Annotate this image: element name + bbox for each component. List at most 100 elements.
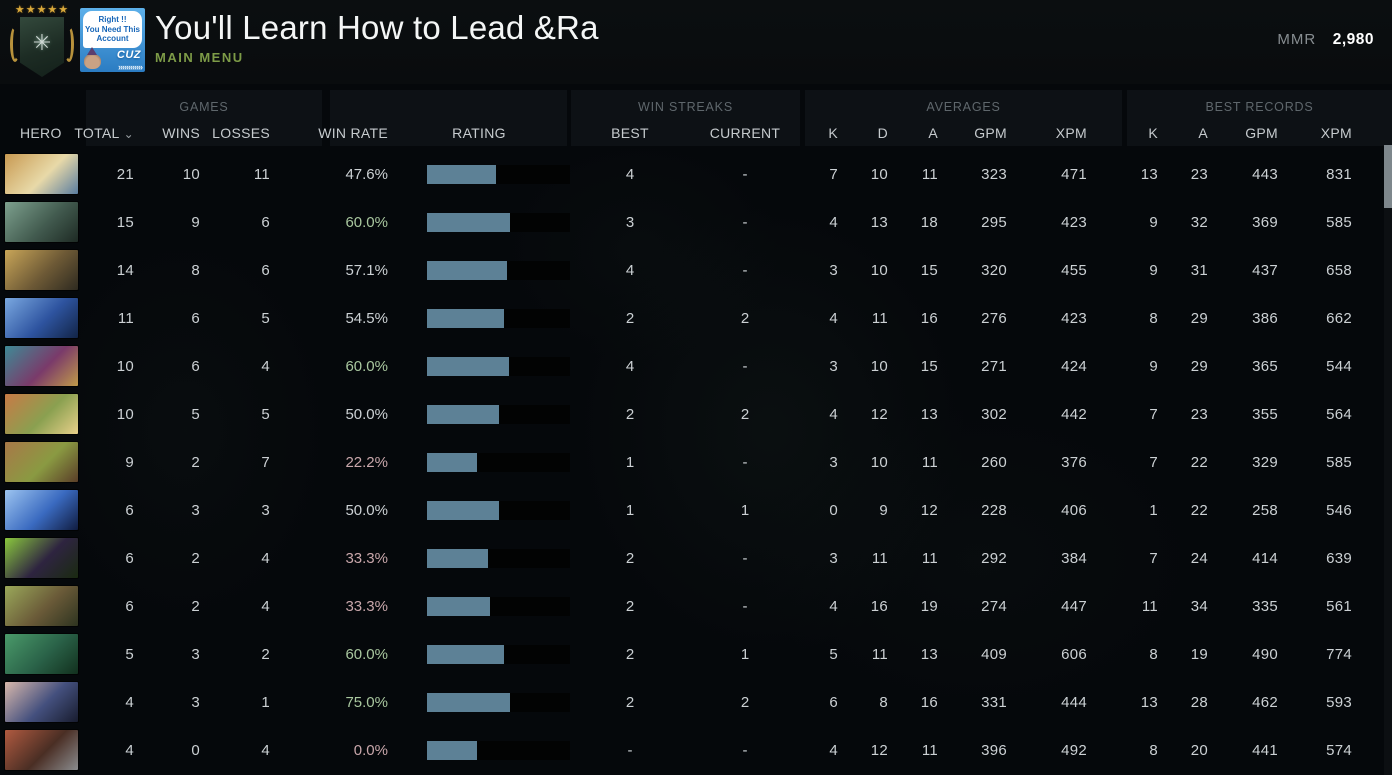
avg-gpm-value: 323	[981, 165, 1007, 183]
profile-avatar[interactable]: Right !! You Need This Account CUZ »»»»»…	[80, 8, 145, 72]
col-header-best-a[interactable]: A	[1198, 125, 1208, 141]
avg-xpm-value: 447	[1061, 597, 1087, 615]
hero-table-row[interactable]: 15 9 6 60.0% 3 - 4 13 18 295 423 9 32 36…	[0, 198, 1392, 246]
avg-deaths-value: 16	[870, 597, 888, 615]
rating-bar	[427, 308, 570, 328]
total-games-value: 4	[125, 693, 134, 711]
win-rate-value: 47.6%	[345, 165, 388, 183]
col-header-best-gpm[interactable]: GPM	[1245, 125, 1278, 141]
best-assists-value: 19	[1190, 645, 1208, 663]
col-header-rating[interactable]: RATING	[452, 125, 506, 141]
hero-table-row[interactable]: 14 8 6 57.1% 4 - 3 10 15 320 455 9 31 43…	[0, 246, 1392, 294]
rating-bar-fill	[427, 308, 505, 328]
hero-table-row[interactable]: 10 5 5 50.0% 2 2 4 12 13 302 442 7 23 35…	[0, 390, 1392, 438]
hero-table-row[interactable]: 6 2 4 33.3% 2 - 3 11 11 292 384 7 24 414…	[0, 534, 1392, 582]
avg-xpm-value: 406	[1061, 501, 1087, 519]
hero-table-row[interactable]: 21 10 11 47.6% 4 - 7 10 11 323 471 13 23…	[0, 150, 1392, 198]
avg-assists-value: 11	[921, 165, 938, 183]
losses-value: 4	[261, 741, 270, 759]
rating-bar-fill	[427, 260, 508, 280]
rating-bar-fill	[427, 596, 490, 616]
col-header-avg-a[interactable]: A	[928, 125, 938, 141]
best-kills-value: 9	[1149, 213, 1158, 231]
col-header-avg-gpm[interactable]: GPM	[974, 125, 1007, 141]
win-rate-value: 0.0%	[353, 741, 388, 759]
streak-best-value: 4	[625, 357, 635, 375]
col-header-streak-best[interactable]: BEST	[611, 125, 649, 141]
col-header-total[interactable]: TOTAL ⌄	[44, 125, 134, 141]
rating-bar	[427, 500, 570, 520]
rank-banner-icon: ✳	[20, 17, 64, 77]
avg-gpm-value: 292	[981, 549, 1007, 567]
rating-bar-fill	[427, 404, 499, 424]
avg-gpm-value: 295	[981, 213, 1007, 231]
mmr-value: 2,980	[1332, 31, 1374, 48]
best-assists-value: 23	[1190, 165, 1208, 183]
hero-table-row[interactable]: 9 2 7 22.2% 1 - 3 10 11 260 376 7 22 329…	[0, 438, 1392, 486]
rating-bar	[427, 692, 570, 712]
streak-current-value: -	[742, 741, 748, 759]
hero-table-row[interactable]: 10 6 4 60.0% 4 - 3 10 15 271 424 9 29 36…	[0, 342, 1392, 390]
best-assists-value: 34	[1190, 597, 1208, 615]
avg-gpm-value: 302	[981, 405, 1007, 423]
col-header-best-k[interactable]: K	[1148, 125, 1158, 141]
hero-table-row[interactable]: 6 3 3 50.0% 1 1 0 9 12 228 406 1 22 258 …	[0, 486, 1392, 534]
wins-value: 6	[191, 357, 200, 375]
streak-current-value: 1	[740, 645, 750, 663]
streak-best-value: 1	[625, 501, 635, 519]
avg-xpm-value: 376	[1061, 453, 1087, 471]
streak-best-value: 2	[625, 693, 635, 711]
hero-table-row[interactable]: 6 2 4 33.3% 2 - 4 16 19 274 447 11 34 33…	[0, 582, 1392, 630]
hero-table-row[interactable]: 4 0 4 0.0% - - 4 12 11 396 492 8 20 441 …	[0, 726, 1392, 774]
best-kills-value: 8	[1149, 645, 1158, 663]
rating-bar	[427, 644, 570, 664]
best-kills-value: 7	[1149, 549, 1158, 567]
col-header-avg-xpm[interactable]: XPM	[1055, 125, 1087, 141]
avatar-bubble-line1: Right !!	[98, 15, 127, 25]
wins-value: 2	[191, 549, 200, 567]
hero-portrait	[5, 250, 78, 290]
col-header-win-rate[interactable]: WIN RATE	[318, 125, 388, 141]
total-games-value: 15	[116, 213, 134, 231]
col-header-streak-current[interactable]: CURRENT	[709, 125, 781, 141]
col-header-losses[interactable]: LOSSES	[212, 125, 270, 141]
main-menu-label[interactable]: MAIN MENU	[155, 50, 244, 65]
col-header-avg-d[interactable]: D	[877, 125, 888, 141]
hero-table-row[interactable]: 4 3 1 75.0% 2 2 6 8 16 331 444 13 28 462…	[0, 678, 1392, 726]
losses-value: 6	[261, 213, 270, 231]
avg-xpm-value: 424	[1061, 357, 1087, 375]
col-header-avg-k[interactable]: K	[828, 125, 838, 141]
avg-deaths-value: 10	[870, 165, 888, 183]
hero-table-row[interactable]: 11 6 5 54.5% 2 2 4 11 16 276 423 8 29 38…	[0, 294, 1392, 342]
streak-best-value: 2	[625, 405, 635, 423]
rank-stars: ★★★★★	[14, 4, 70, 16]
scrollbar[interactable]	[1384, 145, 1392, 775]
win-rate-value: 33.3%	[345, 549, 388, 567]
best-assists-value: 28	[1190, 693, 1208, 711]
streak-current-value: -	[742, 357, 748, 375]
col-header-best-xpm[interactable]: XPM	[1320, 125, 1352, 141]
total-games-value: 21	[116, 165, 134, 183]
avatar-goblin-icon	[84, 47, 101, 69]
col-header-wins[interactable]: WINS	[162, 125, 200, 141]
hero-portrait	[5, 490, 78, 530]
best-gpm-value: 443	[1252, 165, 1278, 183]
streak-best-value: 2	[625, 309, 635, 327]
streak-current-value: 2	[740, 405, 750, 423]
rating-bar	[427, 596, 570, 616]
win-rate-value: 50.0%	[345, 501, 388, 519]
avg-assists-value: 11	[921, 741, 938, 759]
scrollbar-thumb[interactable]	[1384, 145, 1392, 208]
total-games-value: 11	[117, 309, 134, 327]
streak-best-value: 2	[625, 549, 635, 567]
wins-value: 3	[191, 693, 200, 711]
avg-deaths-value: 12	[870, 405, 888, 423]
avg-deaths-value: 12	[870, 741, 888, 759]
win-rate-value: 60.0%	[345, 357, 388, 375]
best-xpm-value: 658	[1326, 261, 1352, 279]
wins-value: 3	[191, 645, 200, 663]
hero-table-row[interactable]: 5 3 2 60.0% 2 1 5 11 13 409 606 8 19 490…	[0, 630, 1392, 678]
streak-best-value: 2	[625, 597, 635, 615]
col-header-hero[interactable]: HERO	[20, 125, 62, 141]
streak-current-value: 2	[740, 309, 750, 327]
